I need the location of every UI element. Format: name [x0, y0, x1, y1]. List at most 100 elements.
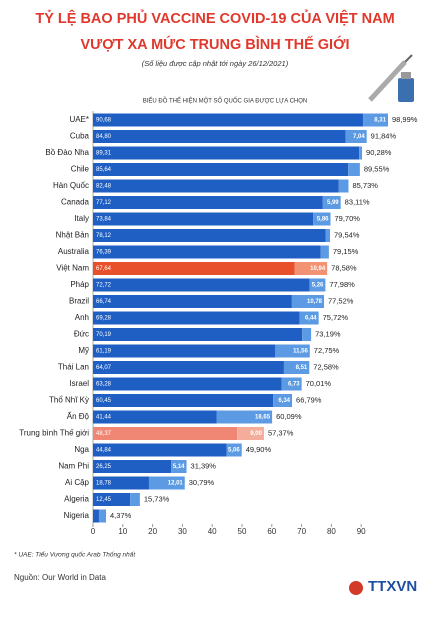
bar-segment: [93, 278, 310, 292]
x-tick-label: 20: [148, 527, 157, 536]
total-label: 72,75%: [314, 346, 340, 355]
total-label: 57,37%: [268, 428, 294, 437]
bar-segment: [93, 410, 217, 424]
bar-segment: [291, 295, 325, 308]
category-label: Trung bình Thế giới: [19, 429, 89, 438]
bar-segment: [93, 361, 284, 374]
category-label: Nigeria: [64, 511, 90, 520]
value-label: 63,28: [96, 382, 112, 388]
x-tick-label: 30: [178, 527, 187, 536]
category-label: Anh: [75, 313, 89, 322]
logo: TTXVN: [368, 578, 417, 595]
total-label: 89,55%: [364, 164, 390, 173]
value-label: 10,94: [310, 266, 326, 272]
category-label: Pháp: [70, 280, 89, 289]
bar-segment: [363, 113, 388, 127]
bar-segment: [299, 311, 319, 325]
bar-segment: [359, 146, 363, 160]
category-label: Ai Cập: [65, 478, 90, 487]
bar-segment: [93, 427, 238, 440]
total-label: 31,39%: [191, 461, 217, 470]
category-label: Nhật Bản: [56, 231, 89, 240]
category-label: Đức: [74, 330, 89, 339]
category-label: Bồ Đào Nha: [45, 148, 89, 157]
bar-segment: [93, 394, 274, 407]
x-tick-label: 70: [297, 527, 306, 536]
bar-segment: [93, 179, 339, 193]
value-label: 48,37: [96, 431, 112, 437]
bar-segment: [93, 443, 227, 457]
total-label: 83,11%: [345, 197, 370, 206]
category-label: Italy: [74, 214, 89, 223]
value-label: 90,68: [96, 118, 112, 124]
value-label: 12,01: [168, 481, 184, 487]
bar-segment: [93, 196, 323, 209]
category-label: Canada: [61, 198, 90, 207]
category-label: Việt Nam: [56, 264, 89, 273]
bar-segment: [338, 179, 349, 193]
total-label: 4,37%: [110, 511, 132, 520]
bar-segment: [93, 295, 292, 308]
value-label: 11,56: [293, 349, 308, 355]
value-label: 12,45: [96, 497, 112, 503]
bar-segment: [325, 229, 331, 242]
value-label: 26,25: [96, 464, 112, 470]
bar-segment: [93, 212, 314, 226]
bar-segment: [130, 493, 140, 506]
total-label: 79,54%: [334, 230, 360, 239]
total-label: 49,90%: [246, 445, 272, 454]
value-label: 44,84: [96, 448, 112, 454]
title-line: TỶ LỆ BAO PHỦ VACCINE COVID-19 CỦA VIỆT …: [35, 9, 394, 27]
value-label: 60,45: [96, 398, 112, 404]
x-tick-label: 0: [91, 527, 96, 536]
value-label: 5,14: [173, 464, 185, 470]
category-label: Nam Phi: [58, 462, 89, 471]
value-label: 18,65: [255, 415, 271, 421]
bar-segment: [93, 476, 149, 490]
bar-segment: [148, 476, 185, 490]
value-label: 67,64: [96, 266, 112, 272]
x-tick-label: 60: [267, 527, 276, 536]
value-label: 76,39: [96, 250, 112, 256]
x-tick-label: 90: [357, 527, 366, 536]
bar-segment: [93, 344, 276, 358]
bar-segment: [237, 427, 264, 440]
bar-segment: [93, 328, 303, 341]
bar-segment: [93, 460, 172, 473]
bar-segment: [98, 509, 107, 523]
bar-segment: [93, 262, 295, 275]
bar-segment: [302, 328, 312, 341]
value-label: 84,80: [96, 134, 112, 140]
value-label: 6,34: [278, 398, 290, 404]
value-label: 61,19: [96, 349, 112, 355]
category-label: Chile: [71, 165, 90, 174]
bar-segment: [313, 212, 331, 226]
value-label: 41,44: [96, 415, 112, 421]
value-label: 10,78: [307, 299, 323, 305]
total-label: 73,19%: [315, 329, 341, 338]
bar-segment: [93, 163, 349, 176]
category-label: Israel: [69, 379, 89, 388]
bar-segment: [322, 196, 341, 209]
total-label: 66,79%: [296, 395, 322, 404]
bar-segment: [273, 394, 293, 407]
source: Nguồn: Our World in Data: [14, 573, 106, 582]
bar-segment: [93, 113, 364, 127]
bar-segment: [216, 410, 273, 424]
category-label: Nga: [74, 445, 89, 454]
value-label: 8,31: [374, 118, 386, 124]
vaccine-icon: [368, 54, 414, 102]
value-label: 18,78: [96, 481, 112, 487]
bar-segment: [93, 377, 282, 391]
category-label: Cuba: [70, 132, 90, 141]
value-label: 85,64: [96, 167, 112, 173]
value-label: 5,86: [317, 217, 329, 223]
total-label: 60,09%: [276, 412, 302, 421]
category-label: Mỹ: [78, 346, 89, 355]
x-tick-label: 80: [327, 527, 336, 536]
bar-segment: [283, 361, 310, 374]
total-label: 79,70%: [335, 214, 361, 223]
value-label: 70,19: [96, 332, 112, 338]
value-label: 73,84: [96, 217, 112, 223]
